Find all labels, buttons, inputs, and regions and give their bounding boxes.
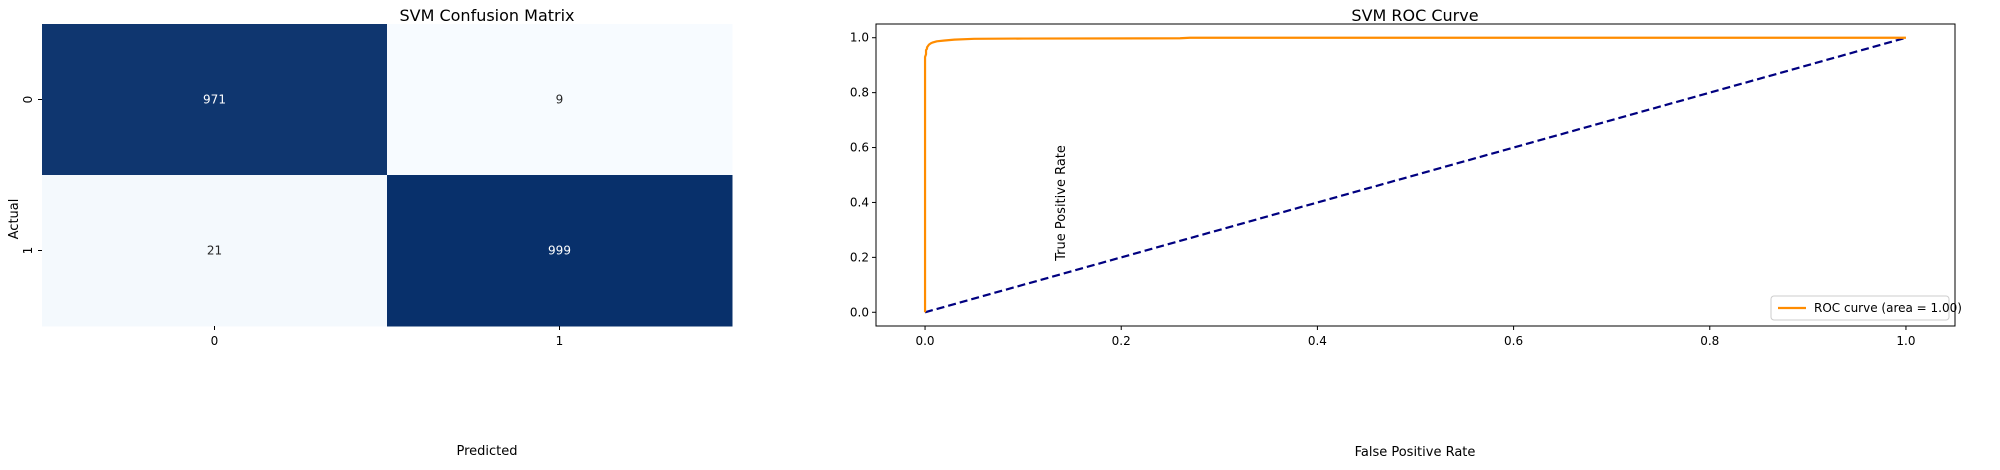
cm-cell-1-0 bbox=[42, 175, 388, 327]
roc-plot-area: 0.0 0.2 0.4 0.6 0.8 1.0 0.0 0.2 0.4 0.6 0.8 1.0 bbox=[850, 23, 1956, 348]
cm-cell-0-0 bbox=[42, 24, 388, 176]
cm-ylabel: Actual bbox=[7, 199, 22, 240]
cm-value-1-1: 999 bbox=[548, 244, 571, 258]
cm-cells: 971 9 21 999 bbox=[42, 24, 733, 327]
roc-xtick-label: 0.4 bbox=[1308, 334, 1327, 348]
roc-xtick-label: 0.6 bbox=[1504, 334, 1523, 348]
cm-xlabel: Predicted bbox=[456, 444, 517, 459]
confusion-matrix: SVM Confusion Matrix 971 9 21 999 0 1 0 1 Pred… bbox=[7, 6, 733, 459]
roc-curve-line bbox=[923, 36, 1906, 313]
roc-ytick-label: 0.4 bbox=[850, 195, 869, 209]
cm-title: SVM Confusion Matrix bbox=[399, 6, 574, 25]
cm-cell-1-1 bbox=[387, 175, 733, 327]
cm-value-0-0: 971 bbox=[203, 93, 226, 107]
roc-xtick-label: 0.0 bbox=[915, 334, 934, 348]
roc-axes-frame bbox=[875, 23, 1956, 327]
roc-ytick-label: 0.6 bbox=[850, 141, 869, 155]
roc-title: SVM ROC Curve bbox=[1351, 6, 1478, 25]
roc-xtick-label: 0.2 bbox=[1112, 334, 1131, 348]
cm-ticks: 0 1 0 1 bbox=[21, 96, 563, 348]
roc-xlabel: False Positive Rate bbox=[1355, 445, 1476, 460]
roc-ytick-label: 0.0 bbox=[850, 305, 869, 319]
cm-xtick-label: 0 bbox=[211, 334, 219, 348]
roc-ytick-label: 0.8 bbox=[850, 86, 869, 100]
cm-ytick-label: 0 bbox=[21, 96, 35, 104]
roc-ytick-label: 1.0 bbox=[850, 31, 869, 45]
roc-chart: SVM ROC Curve 0.0 0.2 0.4 0.6 0.8 1.00.00.20.… bbox=[850, 6, 1962, 460]
roc-legend-label: ROC curve (area = 1.00) bbox=[1814, 301, 1962, 315]
roc-xtick-label: 1.0 bbox=[1896, 334, 1915, 348]
cm-value-0-1: 9 bbox=[556, 93, 564, 107]
cm-ytick-label: 1 bbox=[21, 247, 35, 255]
cm-cell-0-1 bbox=[387, 24, 733, 176]
roc-diagonal-line bbox=[924, 36, 1907, 314]
roc-ytick-label: 0.2 bbox=[850, 250, 869, 264]
cm-xtick-label: 1 bbox=[556, 334, 564, 348]
cm-value-1-0: 21 bbox=[207, 244, 222, 258]
roc-legend-box bbox=[1770, 295, 1950, 321]
roc-xtick-label: 0.8 bbox=[1700, 334, 1719, 348]
roc-legend: ROC curve (area = 1.00) bbox=[1770, 295, 1962, 321]
roc-ylabel: True Positive Rate bbox=[1054, 145, 1069, 262]
